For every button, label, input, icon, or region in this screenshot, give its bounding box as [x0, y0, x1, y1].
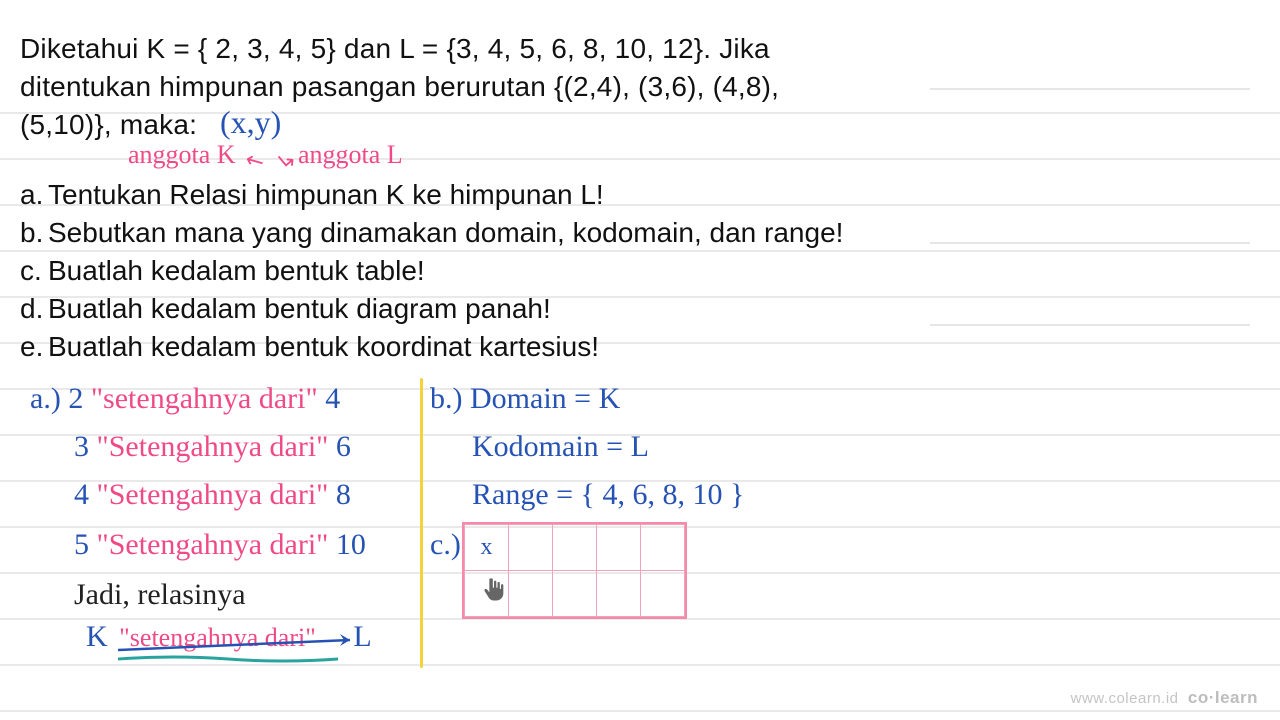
table-cell — [553, 525, 597, 571]
answer-a-conclusion: Jadi, relasinya — [74, 578, 246, 612]
table-cell — [509, 525, 553, 571]
annotation-anggota-k: anggota K — [128, 140, 236, 170]
b-domain: Domain = K — [470, 382, 620, 415]
problem-line-2: ditentukan himpunan pasangan berurutan {… — [20, 68, 1260, 106]
a-row-k: 2 — [68, 382, 83, 415]
b-kodomain: Kodomain = L — [472, 430, 649, 464]
answer-a-label: a.) — [30, 382, 61, 415]
table-cell — [641, 525, 685, 571]
answer-a-row: 3 "Setengahnya dari" 6 — [74, 430, 351, 464]
answer-b: b.) Domain = K — [430, 382, 620, 416]
answer-a-row: 5 "Setengahnya dari" 10 — [74, 528, 366, 562]
page: Diketahui K = { 2, 3, 4, 5} dan L = {3, … — [0, 0, 1280, 720]
table-cell — [597, 571, 641, 617]
divider-yellow — [420, 378, 423, 668]
underline-teal — [118, 650, 338, 653]
item-c: c.Buatlah kedalam bentuk table! — [20, 252, 1260, 290]
answer-b-label: b.) — [430, 382, 463, 415]
item-a: a.Tentukan Relasi himpunan K ke himpunan… — [20, 176, 1260, 214]
b-range: Range = { 4, 6, 8, 10 } — [472, 478, 744, 512]
problem-text: Diketahui K = { 2, 3, 4, 5} dan L = {3, … — [20, 30, 1260, 366]
annotation-anggota-l: anggota L — [298, 140, 403, 170]
answer-c-label: c.) — [430, 528, 461, 562]
annotation-xy: (x,y) — [220, 104, 281, 141]
answer-a-row: 4 "Setengahnya dari" 8 — [74, 478, 351, 512]
item-d: d.Buatlah kedalam bentuk diagram panah! — [20, 290, 1260, 328]
table-cell — [597, 525, 641, 571]
watermark-url: www.colearn.id — [1071, 690, 1179, 707]
item-e: e.Buatlah kedalam bentuk koordinat karte… — [20, 328, 1260, 366]
a-row-l: 4 — [325, 382, 340, 415]
item-b: b.Sebutkan mana yang dinamakan domain, k… — [20, 214, 1260, 252]
answer-a: a.) 2 "setengahnya dari" 4 — [30, 382, 340, 416]
cursor-hand-icon — [480, 576, 508, 611]
problem-line-3: (5,10)}, maka: — [20, 106, 1260, 144]
problem-line-1: Diketahui K = { 2, 3, 4, 5} dan L = {3, … — [20, 30, 1260, 68]
a-row-phrase: "setengahnya dari" — [91, 382, 318, 415]
table-cell-x: x — [465, 525, 509, 571]
watermark: www.colearn.id co·learn — [1071, 688, 1258, 708]
table-cell — [509, 571, 553, 617]
rel-K: K — [86, 620, 108, 653]
watermark-brand: co·learn — [1188, 688, 1258, 707]
table-cell — [641, 571, 685, 617]
table-cell — [553, 571, 597, 617]
